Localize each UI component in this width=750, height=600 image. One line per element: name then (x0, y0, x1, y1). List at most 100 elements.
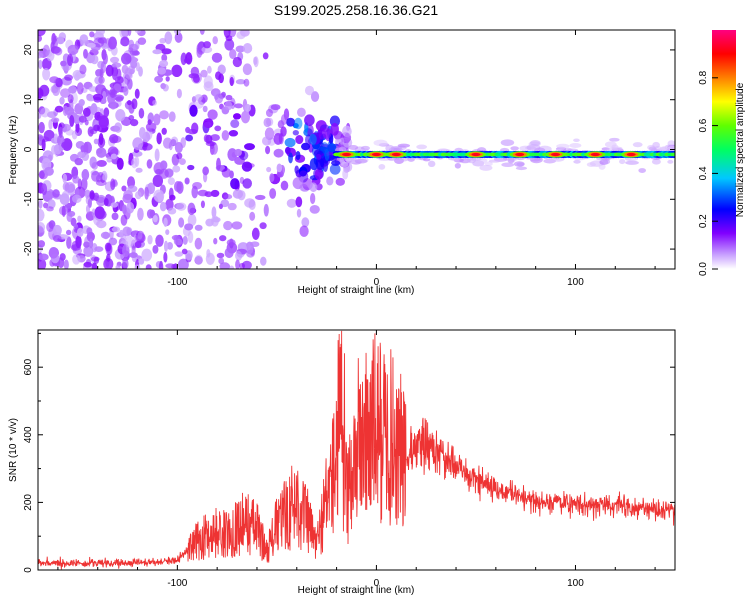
spectrogram-noise-blob (212, 36, 218, 45)
spectrogram-noise-blob (191, 122, 199, 134)
spectrogram-noise-blob (43, 166, 54, 176)
spectrogram-noise-blob (202, 166, 209, 176)
spectrogram-noise-blob (48, 119, 53, 130)
spectrogram-noise-blob (89, 238, 94, 249)
spectrogram-noise-blob (66, 211, 73, 222)
spectrogram-noise-blob (218, 203, 223, 210)
spectrogram-noise-blob (236, 31, 246, 40)
spectrogram-noise-blob (101, 90, 107, 103)
spectrogram-noise-blob (78, 99, 85, 107)
spectrogram-noise-blob (91, 162, 98, 170)
spectrogram-band-halo (478, 158, 488, 164)
spectrogram-noise-blob (81, 169, 90, 181)
spectrogram-noise-blob (182, 235, 188, 245)
spectrogram-noise-blob (52, 189, 60, 198)
spectrogram-peak-core (551, 152, 561, 157)
spectrogram-noise-blob (127, 185, 138, 193)
spectrogram-noise-blob (232, 113, 242, 120)
spectrogram-noise-blob (131, 50, 140, 56)
spectrogram-noise-blob (295, 134, 304, 145)
spectrogram-band-halo (501, 162, 515, 168)
spectrogram-noise-blob (78, 115, 87, 123)
spectrogram-band-halo (530, 140, 541, 146)
spectrogram-band-center (670, 152, 675, 157)
snr-ticks: -100 0 100 0 200 400 600 (23, 330, 675, 589)
spectrogram-noise-blob (234, 103, 243, 109)
spectrogram-marks (38, 30, 675, 269)
spectrogram-noise-blob (216, 252, 225, 259)
spectrogram-noise-blob (309, 205, 320, 214)
spectrogram-noise-blob (90, 103, 98, 116)
spectrogram-noise-blob (200, 200, 205, 209)
spectrogram-band-halo (416, 144, 428, 150)
spectrogram-noise-blob (152, 215, 158, 223)
spectrogram-band-halo (573, 138, 580, 143)
spectrogram-noise-blob (38, 59, 43, 70)
spectrogram-noise-blob (96, 147, 107, 158)
spectrogram-peak-core (626, 152, 636, 157)
spectrogram-noise-blob (253, 56, 258, 65)
spectrogram-noise-blob (146, 159, 153, 169)
spectrogram-noise-blob (40, 107, 51, 118)
spectrogram-noise-blob (144, 186, 149, 200)
spectrogram-noise-blob (38, 258, 47, 269)
spectrogram-noise-blob (134, 191, 142, 200)
spectrogram-noise-blob (261, 136, 272, 146)
spectrogram-noise-blob (223, 220, 233, 231)
spectrogram-noise-blob (187, 202, 196, 216)
spectrogram-band-halo (479, 164, 493, 171)
spectrogram-noise-blob (191, 185, 199, 199)
spectrogram-noise-blob (58, 126, 63, 138)
spectrogram-noise-blob (230, 178, 240, 190)
spectrogram-noise-blob (259, 222, 267, 230)
spectrogram-peak-core (371, 152, 381, 157)
spectrogram-noise-blob (309, 182, 318, 193)
spectrogram-band-halo (652, 141, 660, 149)
spectrogram-noise-blob (111, 212, 119, 221)
spectrogram-noise-blob (202, 105, 208, 113)
spectrogram-noise-blob (152, 174, 164, 188)
snr-panel: -100 0 100 0 200 400 600 Height of straight li… (8, 329, 676, 596)
spectrogram-noise-blob (145, 122, 157, 132)
spectrogram-noise-blob (284, 137, 296, 148)
spectrogram-band-halo (466, 156, 477, 164)
spectrogram-noise-blob (226, 239, 236, 247)
spectrogram-noise-blob (98, 76, 105, 84)
spectrogram-noise-blob (138, 66, 143, 77)
spectrogram-noise-blob (38, 52, 44, 59)
spectrogram-noise-blob (184, 223, 194, 231)
spectrogram-noise-blob (141, 139, 148, 152)
spectrogram-noise-blob (194, 237, 203, 250)
spectrogram-noise-blob (110, 178, 116, 191)
spectrogram-noise-blob (221, 130, 230, 141)
spectrogram-noise-blob (207, 65, 212, 74)
spectrogram-noise-blob (83, 48, 88, 59)
spectrogram-noise-blob (244, 104, 252, 112)
snr-xtick-label: 0 (374, 578, 380, 589)
spectrogram-noise-blob (335, 177, 345, 186)
spectrogram-noise-blob (72, 69, 83, 80)
spectrogram-ylabel: Frequency (Hz) (8, 116, 19, 185)
spectrogram-noise-blob (98, 132, 104, 145)
spectrogram-noise-blob (304, 114, 315, 126)
spectrogram-noise-blob (76, 82, 84, 95)
spectrogram-noise-blob (43, 202, 49, 209)
spectrogram-noise-blob (43, 129, 55, 142)
spectrogram-noise-blob (153, 189, 165, 203)
spectrogram-band-halo (556, 143, 570, 149)
colorbar-ticks: 0.0 0.2 0.4 0.6 0.8 (698, 70, 718, 276)
spectrogram-noise-blob (138, 127, 146, 139)
spectrogram-noise-blob (292, 177, 304, 190)
snr-ytick-label: 400 (23, 426, 34, 443)
spectrogram-band-halo (569, 143, 582, 149)
spectrogram-noise-blob (45, 188, 55, 199)
spectrogram-noise-blob (115, 264, 121, 269)
spectrogram-noise-blob (128, 115, 135, 121)
spectrogram-noise-blob (65, 229, 72, 236)
colorbar-tick-label: 0.6 (698, 118, 709, 132)
spectrogram-noise-blob (116, 157, 124, 170)
spectrogram-noise-blob (280, 126, 287, 137)
spectrogram-noise-blob (178, 158, 186, 166)
snr-frame (37, 329, 676, 571)
